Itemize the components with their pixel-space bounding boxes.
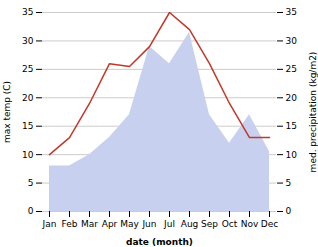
svg-text:25: 25 bbox=[22, 64, 33, 74]
svg-text:30: 30 bbox=[286, 36, 298, 46]
svg-text:Jul: Jul bbox=[163, 219, 175, 229]
svg-text:20: 20 bbox=[22, 93, 34, 103]
svg-text:Feb: Feb bbox=[62, 219, 78, 229]
svg-text:date (month): date (month) bbox=[126, 237, 193, 247]
svg-text:0: 0 bbox=[286, 206, 292, 216]
svg-text:20: 20 bbox=[286, 93, 298, 103]
svg-text:Dec: Dec bbox=[261, 219, 278, 229]
svg-text:5: 5 bbox=[28, 178, 34, 188]
svg-text:25: 25 bbox=[286, 64, 297, 74]
svg-text:max temp (C): max temp (C) bbox=[2, 81, 12, 143]
svg-text:May: May bbox=[120, 219, 139, 229]
svg-text:15: 15 bbox=[22, 121, 33, 131]
svg-text:10: 10 bbox=[286, 150, 298, 160]
svg-text:10: 10 bbox=[22, 150, 34, 160]
svg-text:Sep: Sep bbox=[201, 219, 218, 229]
svg-text:Apr: Apr bbox=[102, 219, 118, 229]
svg-text:Jan: Jan bbox=[42, 219, 57, 229]
svg-text:0: 0 bbox=[28, 206, 34, 216]
svg-text:35: 35 bbox=[22, 7, 33, 17]
svg-text:35: 35 bbox=[286, 7, 297, 17]
svg-text:Aug: Aug bbox=[181, 219, 199, 229]
svg-text:Oct: Oct bbox=[222, 219, 238, 229]
svg-text:Mar: Mar bbox=[81, 219, 98, 229]
svg-text:Nov: Nov bbox=[241, 219, 259, 229]
svg-text:Jun: Jun bbox=[141, 219, 156, 229]
svg-text:5: 5 bbox=[286, 178, 292, 188]
svg-text:15: 15 bbox=[286, 121, 297, 131]
svg-text:med. precipitation (kg/m2): med. precipitation (kg/m2) bbox=[308, 52, 318, 173]
svg-text:30: 30 bbox=[22, 36, 34, 46]
